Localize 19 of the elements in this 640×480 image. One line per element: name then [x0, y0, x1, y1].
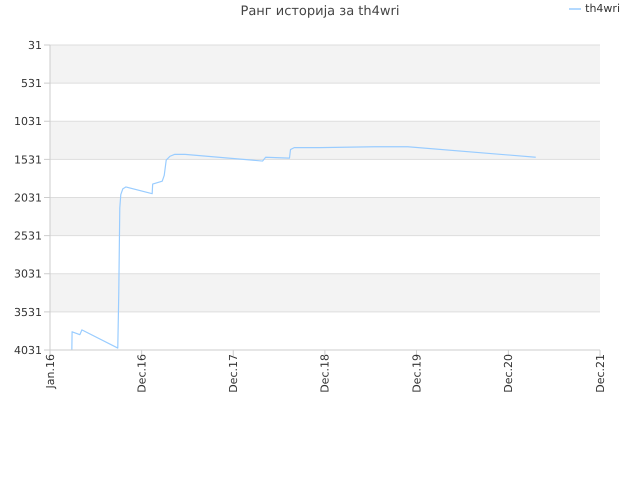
x-tick-label: Dec.17 [227, 354, 240, 393]
y-tick-label: 2531 [14, 230, 42, 243]
legend-label: th4wri [585, 2, 620, 15]
x-tick-label: Dec.19 [410, 354, 424, 393]
y-tick-label: 531 [21, 77, 42, 90]
x-tick-label: Dec.16 [135, 354, 148, 393]
y-tick-label: 2031 [14, 191, 42, 204]
y-tick-label: 3031 [14, 268, 42, 281]
x-tick-label: Dec.20 [502, 354, 516, 393]
y-tick-label: 3531 [14, 306, 42, 319]
x-tick-label: Jan.16 [44, 354, 57, 390]
chart-title: Ранг историја за th4wri [240, 4, 400, 19]
y-tick-label: 31 [28, 38, 42, 52]
y-tick-label: 1031 [14, 115, 42, 128]
y-tick-label: 1531 [14, 153, 42, 166]
y-tick-label: 4031 [14, 344, 42, 357]
line-series [71, 146, 536, 350]
x-tick-label: Dec.18 [318, 354, 332, 393]
x-tick-label: Dec.21 [594, 354, 607, 393]
